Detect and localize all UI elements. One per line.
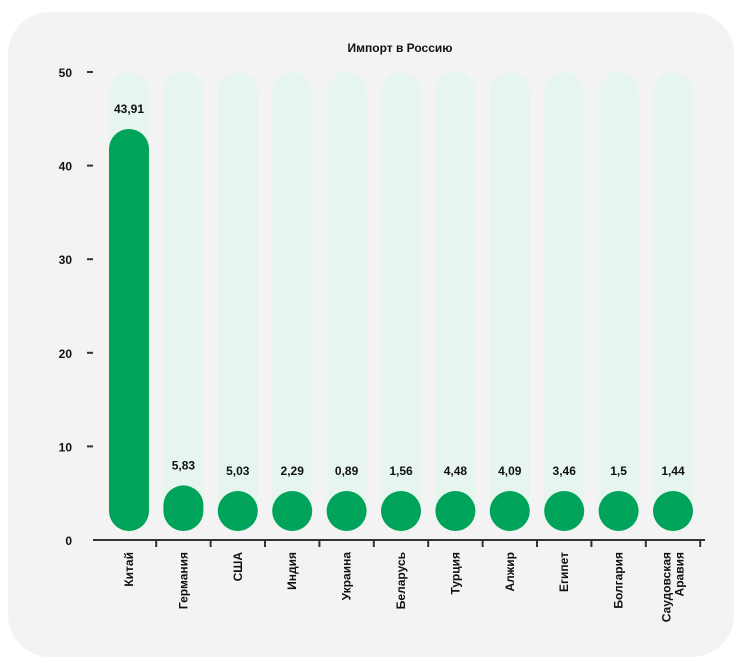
value-label: 5,03: [226, 464, 250, 478]
value-label: 5,83: [172, 458, 196, 472]
bar: [109, 129, 149, 532]
bar: [272, 491, 313, 531]
bar-track: [272, 72, 313, 531]
bar: [435, 491, 476, 531]
value-label: 1,56: [389, 464, 413, 478]
x-tick-label: Болгария: [612, 552, 626, 609]
x-tick-label: Турция: [448, 552, 462, 594]
value-label: 1,5: [610, 464, 627, 478]
y-axis: 0 10 20 30 40 50: [59, 66, 93, 548]
x-tick-label: Беларусь: [394, 552, 408, 609]
chart-title: Импорт в Россию: [347, 41, 452, 55]
value-labels: 43,91 5,83 5,03 2,29 0,89 1,56 4,48 4,09 3,46 1,5…: [114, 102, 685, 478]
bar: [489, 491, 530, 531]
x-tick-label: Египет: [557, 552, 571, 592]
value-label: 4,48: [444, 464, 468, 478]
bar: [544, 491, 585, 531]
value-label: 2,29: [281, 464, 305, 478]
y-tick-label: 0: [65, 534, 72, 548]
bar-track: [435, 72, 476, 531]
bar: [163, 485, 204, 531]
value-label: 43,91: [114, 102, 144, 116]
x-tick-label: Индия: [285, 552, 299, 590]
bar: [381, 491, 421, 531]
value-label: 3,46: [553, 464, 577, 478]
bar-track: [381, 72, 421, 531]
x-tick-label: Алжир: [503, 552, 517, 592]
x-tick-label: Китай: [122, 552, 136, 587]
bars: [109, 129, 693, 532]
bar-track: [653, 72, 693, 531]
bar-tracks: [109, 72, 693, 531]
bar: [653, 491, 693, 531]
bar: [598, 491, 639, 531]
bar: [217, 491, 258, 531]
x-tick-label: СаудовскаяАравия: [660, 552, 687, 622]
value-label: 0,89: [335, 464, 359, 478]
y-tick-label: 10: [59, 440, 73, 454]
y-tick-label: 40: [59, 160, 73, 174]
x-axis: Китай Германия США Индия Украина Беларусь Турц…: [93, 539, 705, 622]
bar-track: [598, 72, 639, 531]
bar-track: [544, 72, 585, 531]
value-label: 4,09: [498, 464, 522, 478]
x-tick-label: Украина: [340, 552, 354, 601]
bar-track: [326, 72, 367, 531]
bar-track: [217, 72, 258, 531]
bar-track: [163, 72, 204, 531]
value-label: 1,44: [661, 464, 685, 478]
y-tick-label: 30: [59, 253, 73, 267]
y-tick-label: 50: [59, 66, 73, 80]
bar: [326, 491, 367, 531]
y-tick-label: 20: [59, 347, 73, 361]
x-tick-label: Германия: [176, 552, 190, 609]
x-tick-label: США: [231, 552, 245, 582]
bar-track: [489, 72, 530, 531]
